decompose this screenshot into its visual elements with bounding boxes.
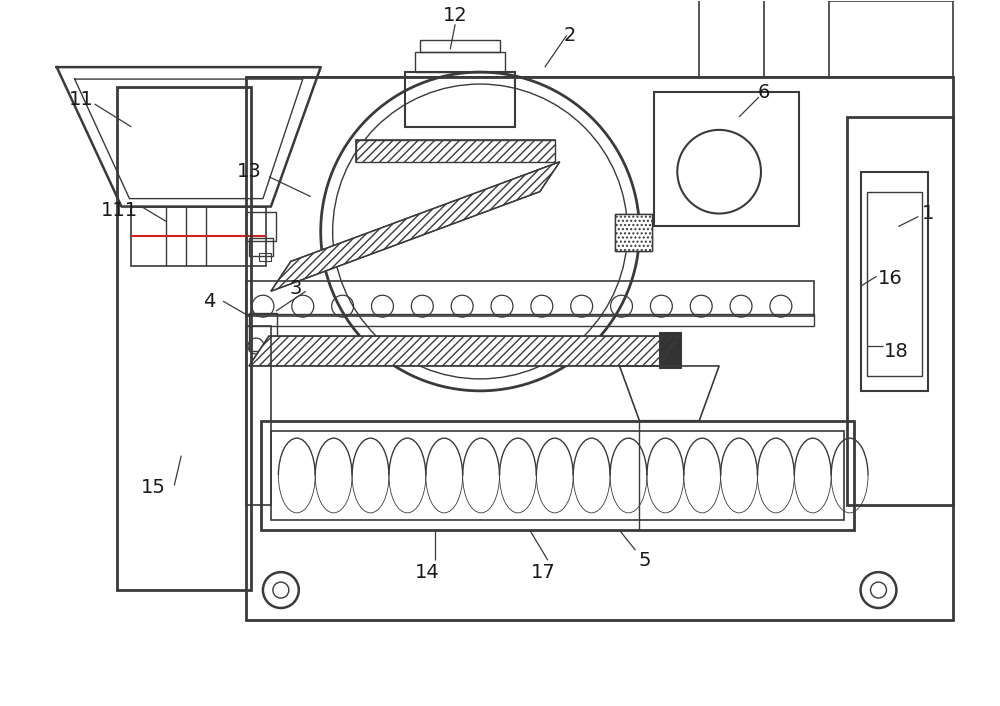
Bar bbox=[420, 40, 500, 52]
Bar bbox=[131, 207, 266, 266]
Text: 3: 3 bbox=[290, 279, 302, 298]
Text: 15: 15 bbox=[141, 478, 166, 497]
Bar bbox=[615, 213, 652, 251]
Text: 111: 111 bbox=[101, 201, 138, 220]
Bar bbox=[246, 314, 814, 326]
Text: 12: 12 bbox=[443, 6, 468, 25]
Bar bbox=[246, 212, 276, 241]
Bar bbox=[356, 140, 555, 162]
Text: 13: 13 bbox=[237, 162, 261, 181]
Bar bbox=[261, 421, 854, 530]
Polygon shape bbox=[271, 162, 560, 292]
Bar bbox=[246, 326, 271, 505]
Text: 18: 18 bbox=[884, 342, 909, 361]
Text: 2: 2 bbox=[564, 25, 576, 44]
Bar bbox=[415, 52, 505, 72]
Bar bbox=[271, 431, 844, 520]
Bar bbox=[615, 213, 652, 251]
Bar bbox=[259, 253, 271, 261]
Text: 17: 17 bbox=[530, 563, 555, 582]
Text: 16: 16 bbox=[878, 269, 903, 288]
Bar bbox=[117, 87, 251, 590]
Bar bbox=[249, 313, 277, 351]
Bar bbox=[861, 172, 928, 391]
Text: 11: 11 bbox=[69, 90, 94, 109]
Text: 1: 1 bbox=[922, 204, 934, 223]
Bar bbox=[246, 77, 953, 620]
Bar bbox=[659, 332, 681, 368]
Bar bbox=[356, 140, 555, 162]
Polygon shape bbox=[249, 336, 679, 366]
Text: 4: 4 bbox=[203, 292, 215, 311]
Bar bbox=[847, 117, 953, 505]
Bar bbox=[654, 92, 799, 227]
Text: 14: 14 bbox=[415, 563, 440, 582]
Text: 5: 5 bbox=[638, 551, 651, 570]
Bar bbox=[867, 191, 922, 376]
Text: 6: 6 bbox=[758, 83, 770, 102]
Bar bbox=[249, 239, 273, 256]
Bar bbox=[405, 72, 515, 127]
Bar bbox=[246, 281, 814, 316]
